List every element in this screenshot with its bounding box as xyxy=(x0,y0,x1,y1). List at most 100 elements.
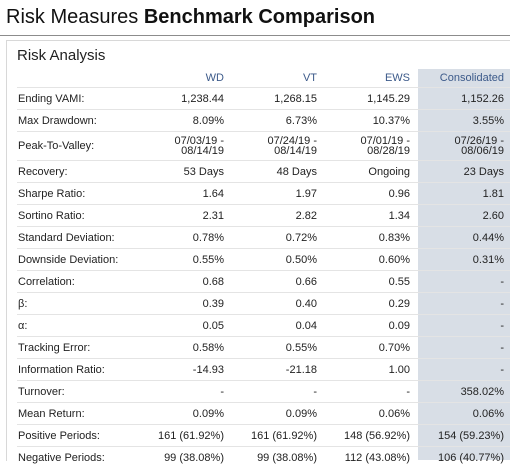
valley-date: 08/14/19 xyxy=(143,146,224,156)
cell-consolidated: 23 Days xyxy=(416,161,510,183)
cell-wd: 1,238.44 xyxy=(143,88,230,110)
cell-wd: 0.68 xyxy=(143,271,230,293)
valley-date: 08/06/19 xyxy=(416,146,504,156)
cell-consolidated: 3.55% xyxy=(416,110,510,132)
table-row: Positive Periods: 161 (61.92%) 161 (61.9… xyxy=(17,425,510,447)
cell-wd: 161 (61.92%) xyxy=(143,425,230,447)
cell-consolidated: - xyxy=(416,293,510,315)
cell-consolidated: 0.44% xyxy=(416,227,510,249)
cell-vt: 0.09% xyxy=(230,403,323,425)
table-row: Standard Deviation: 0.78% 0.72% 0.83% 0.… xyxy=(17,227,510,249)
table-row: Correlation: 0.68 0.66 0.55 - xyxy=(17,271,510,293)
page-title: Risk Measures Benchmark Comparison xyxy=(6,6,375,29)
cell-consolidated: 1.81 xyxy=(416,183,510,205)
cell-wd: 99 (38.08%) xyxy=(143,447,230,468)
cell-vt: 0.40 xyxy=(230,293,323,315)
cell-wd: 0.58% xyxy=(143,337,230,359)
cell-wd: 0.39 xyxy=(143,293,230,315)
header-label-spacer xyxy=(17,69,143,88)
cell-vt: 0.72% xyxy=(230,227,323,249)
cell-ews: - xyxy=(323,381,416,403)
cell-ews: 0.06% xyxy=(323,403,416,425)
table-row: β: 0.39 0.40 0.29 - xyxy=(17,293,510,315)
cell-consolidated: - xyxy=(416,315,510,337)
panel-title: Risk Analysis xyxy=(17,47,105,64)
valley-date: 08/14/19 xyxy=(230,146,317,156)
row-label: Peak-To-Valley: xyxy=(17,132,143,161)
cell-ews: 0.83% xyxy=(323,227,416,249)
table-row: Downside Deviation: 0.55% 0.50% 0.60% 0.… xyxy=(17,249,510,271)
risk-table: WD VT EWS Consolidated Ending VAMI: 1,23… xyxy=(17,69,510,468)
column-header-vt: VT xyxy=(230,69,323,88)
row-label: Sortino Ratio: xyxy=(17,205,143,227)
cell-wd: 53 Days xyxy=(143,161,230,183)
cell-consolidated: 07/26/19 - 08/06/19 xyxy=(416,132,510,161)
cell-wd: 0.05 xyxy=(143,315,230,337)
cell-ews: 0.55 xyxy=(323,271,416,293)
cell-consolidated: 0.31% xyxy=(416,249,510,271)
table-row: α: 0.05 0.04 0.09 - xyxy=(17,315,510,337)
valley-date: 08/28/19 xyxy=(323,146,410,156)
table-row: Peak-To-Valley: 07/03/19 - 08/14/19 07/2… xyxy=(17,132,510,161)
row-label: β: xyxy=(17,293,143,315)
cell-ews: 112 (43.08%) xyxy=(323,447,416,468)
cell-vt: 07/24/19 - 08/14/19 xyxy=(230,132,323,161)
title-bold: Benchmark Comparison xyxy=(144,6,375,28)
cell-vt: 6.73% xyxy=(230,110,323,132)
row-label: Standard Deviation: xyxy=(17,227,143,249)
table-row: Turnover: - - - 358.02% xyxy=(17,381,510,403)
cell-vt: 0.50% xyxy=(230,249,323,271)
cell-consolidated: 2.60 xyxy=(416,205,510,227)
cell-ews: 1.00 xyxy=(323,359,416,381)
column-header-wd: WD xyxy=(143,69,230,88)
cell-vt: 161 (61.92%) xyxy=(230,425,323,447)
table-header-row: WD VT EWS Consolidated xyxy=(17,69,510,88)
column-header-consolidated: Consolidated xyxy=(416,69,510,88)
cell-ews: 1.34 xyxy=(323,205,416,227)
table-row: Sortino Ratio: 2.31 2.82 1.34 2.60 xyxy=(17,205,510,227)
cell-wd: 8.09% xyxy=(143,110,230,132)
cell-vt: 1.97 xyxy=(230,183,323,205)
cell-ews: Ongoing xyxy=(323,161,416,183)
table-row: Mean Return: 0.09% 0.09% 0.06% 0.06% xyxy=(17,403,510,425)
row-label: Information Ratio: xyxy=(17,359,143,381)
row-label: Mean Return: xyxy=(17,403,143,425)
table-row: Ending VAMI: 1,238.44 1,268.15 1,145.29 … xyxy=(17,88,510,110)
cell-vt: 0.66 xyxy=(230,271,323,293)
table-row: Negative Periods: 99 (38.08%) 99 (38.08%… xyxy=(17,447,510,468)
cell-ews: 1,145.29 xyxy=(323,88,416,110)
cell-vt: 99 (38.08%) xyxy=(230,447,323,468)
cell-vt: -21.18 xyxy=(230,359,323,381)
table-row: Sharpe Ratio: 1.64 1.97 0.96 1.81 xyxy=(17,183,510,205)
row-label: Negative Periods: xyxy=(17,447,143,468)
row-label: Recovery: xyxy=(17,161,143,183)
table-row: Information Ratio: -14.93 -21.18 1.00 - xyxy=(17,359,510,381)
cell-consolidated: 0.06% xyxy=(416,403,510,425)
row-label: Ending VAMI: xyxy=(17,88,143,110)
cell-vt: 0.04 xyxy=(230,315,323,337)
cell-ews: 0.09 xyxy=(323,315,416,337)
cell-wd: 2.31 xyxy=(143,205,230,227)
row-label: Max Drawdown: xyxy=(17,110,143,132)
cell-ews: 0.96 xyxy=(323,183,416,205)
cell-consolidated: 358.02% xyxy=(416,381,510,403)
cell-consolidated: 106 (40.77%) xyxy=(416,447,510,468)
cell-consolidated: - xyxy=(416,359,510,381)
table-row: Tracking Error: 0.58% 0.55% 0.70% - xyxy=(17,337,510,359)
cell-wd: 1.64 xyxy=(143,183,230,205)
cell-vt: 0.55% xyxy=(230,337,323,359)
cell-vt: 48 Days xyxy=(230,161,323,183)
cell-vt: 1,268.15 xyxy=(230,88,323,110)
cell-wd: 07/03/19 - 08/14/19 xyxy=(143,132,230,161)
cell-vt: - xyxy=(230,381,323,403)
cell-consolidated: 154 (59.23%) xyxy=(416,425,510,447)
cell-wd: 0.78% xyxy=(143,227,230,249)
row-label: Correlation: xyxy=(17,271,143,293)
cell-consolidated: - xyxy=(416,337,510,359)
cell-consolidated: 1,152.26 xyxy=(416,88,510,110)
cell-ews: 148 (56.92%) xyxy=(323,425,416,447)
row-label: Positive Periods: xyxy=(17,425,143,447)
column-header-ews: EWS xyxy=(323,69,416,88)
cell-wd: 0.55% xyxy=(143,249,230,271)
cell-ews: 10.37% xyxy=(323,110,416,132)
